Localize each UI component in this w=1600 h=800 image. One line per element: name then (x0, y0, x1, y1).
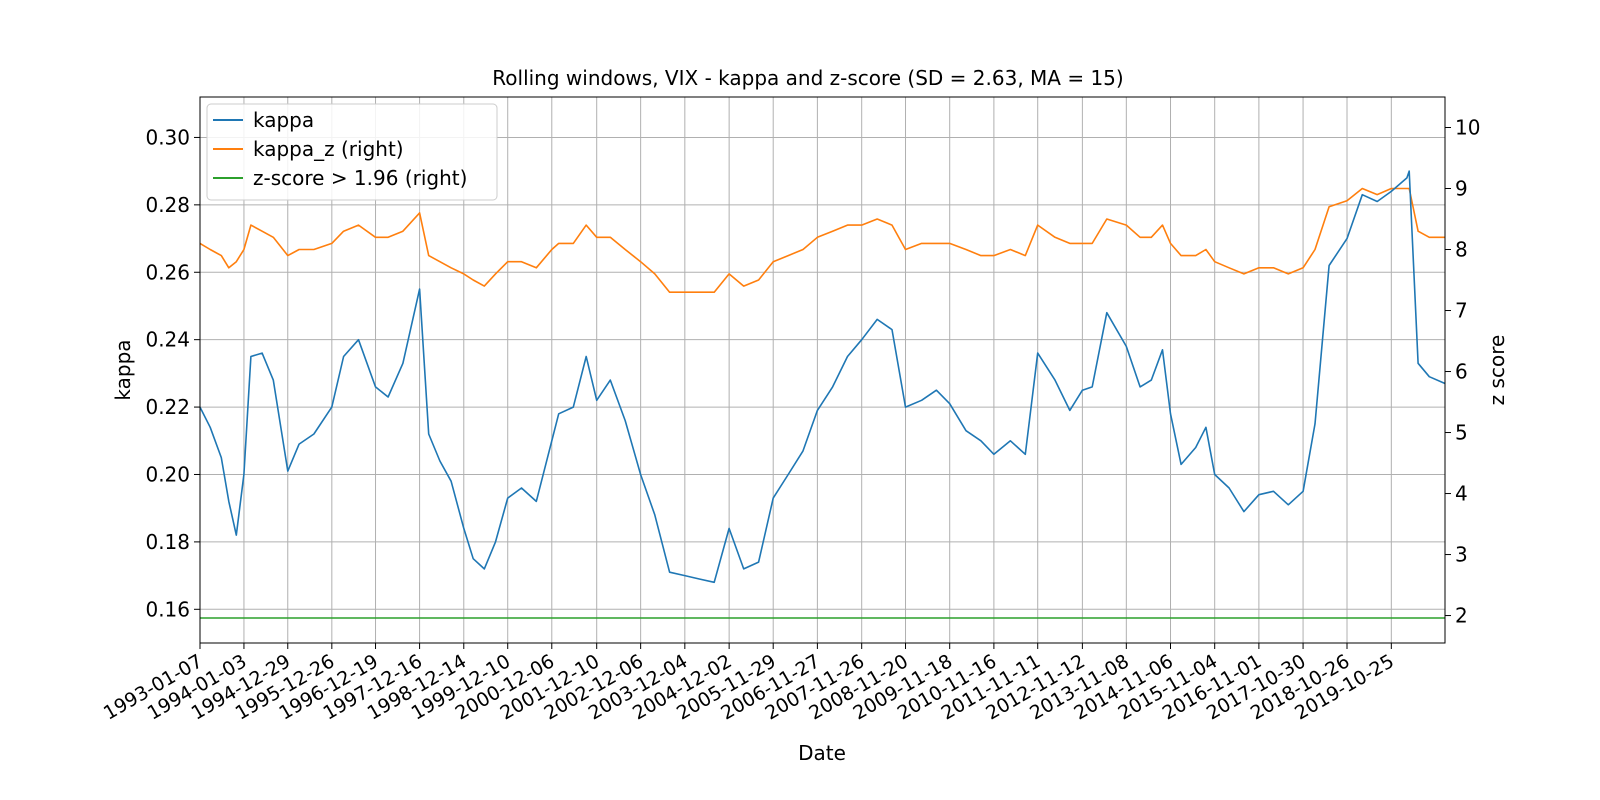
y-axis-left-ticks: 0.16 0.18 0.20 0.22 0.24 0.26 0.28 0.30 (145, 125, 200, 621)
y-left-tick-label: 0.22 (145, 395, 190, 419)
chart-title: Rolling windows, VIX - kappa and z-score… (492, 66, 1123, 90)
y-right-tick-label: 9 (1455, 177, 1468, 201)
y-axis-left-label: kappa (111, 339, 135, 400)
legend-box (206, 103, 498, 201)
y-right-tick-label: 8 (1455, 238, 1468, 262)
y-axis-right-label: z score (1485, 335, 1509, 406)
y-right-tick-label: 5 (1455, 421, 1468, 445)
y-left-tick-label: 0.28 (145, 193, 190, 217)
series-layer (199, 170, 1446, 619)
y-right-tick-label: 3 (1455, 543, 1468, 567)
y-axis-right-ticks: 2 3 4 5 6 7 8 9 10 (1445, 116, 1480, 628)
legend-label: kappa (253, 108, 314, 132)
series-line-1 (199, 187, 1445, 294)
y-right-tick-label: 2 (1455, 604, 1468, 628)
y-right-tick-label: 4 (1455, 482, 1468, 506)
y-right-tick-label: 6 (1455, 360, 1468, 384)
series-line-0 (199, 170, 1446, 584)
y-left-tick-label: 0.16 (145, 597, 190, 621)
y-left-tick-label: 0.30 (145, 125, 190, 149)
legend-label: z-score > 1.96 (right) (253, 166, 467, 190)
x-axis-ticks: 1993-01-071994-01-031994-12-291995-12-26… (100, 643, 1398, 725)
y-left-tick-label: 0.20 (145, 462, 190, 486)
x-axis-label: Date (798, 741, 846, 765)
y-right-tick-label: 10 (1455, 116, 1480, 140)
legend-label: kappa_z (right) (253, 137, 404, 161)
y-right-tick-label: 7 (1455, 299, 1468, 323)
plot-frame (199, 96, 1446, 644)
y-left-tick-label: 0.24 (145, 328, 190, 352)
y-left-tick-label: 0.26 (145, 260, 190, 284)
legend: kappa kappa_z (right) z-score > 1.96 (righ… (206, 103, 498, 201)
y-left-tick-label: 0.18 (145, 530, 190, 554)
